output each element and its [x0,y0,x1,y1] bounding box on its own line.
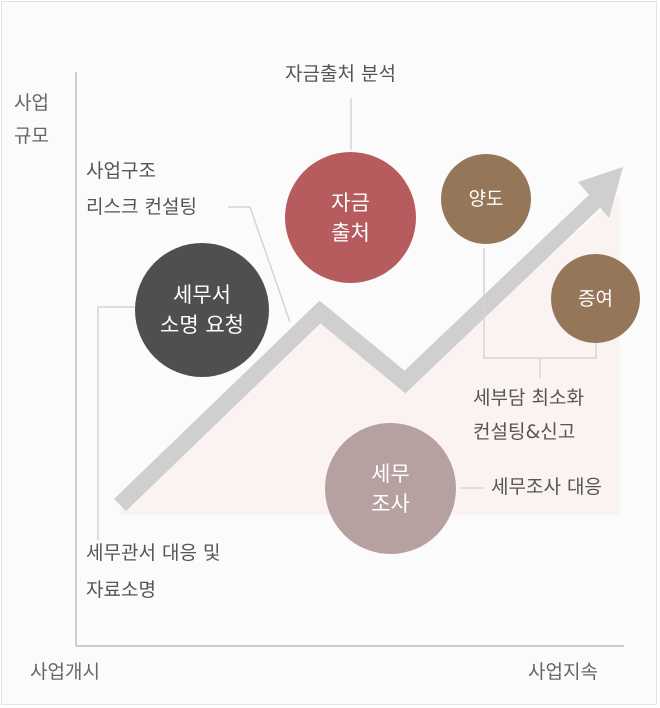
annotation-a2-line2: 리스크 컨설팅 [86,196,197,218]
node-transfer: 양도 [441,154,531,244]
growth-arrow-line [114,191,604,512]
annotation-a5: 세무조사 대응 [491,476,602,498]
annotation-a3: 자금출처 분석 [285,63,396,85]
y-axis-label-line1: 사업 [14,92,49,114]
node-tax-office-request-line1: 세무서 [173,283,231,307]
node-fund-source: 자금 출처 [285,152,416,283]
growth-arrow-head [578,167,623,218]
node-tax-audit-line2: 조사 [371,491,410,516]
node-fund-source-line2: 출처 [331,220,370,245]
node-tax-office-request: 세무서 소명 요청 [135,243,269,377]
connector-a2 [228,206,291,323]
x-axis-end-label: 사업지속 [528,661,598,683]
annotation-a1-line2: 자료소명 [86,579,156,601]
annotation-a4-line1: 세부담 최소화 [473,387,584,409]
annotation-a1-line1: 세무관서 대응 및 [86,542,221,564]
annotation-a2-line1: 사업구조 [86,160,156,182]
node-tax-audit-line1: 세무 [371,461,410,486]
node-fund-source-line1: 자금 [331,190,370,215]
annotation-a4-line2: 컨설팅&신고 [473,421,576,443]
connector-a1 [97,306,135,540]
node-gift: 증여 [551,254,640,343]
node-gift-label: 증여 [578,287,613,310]
y-axis-label-line2: 규모 [14,125,49,147]
node-tax-office-request-line2: 소명 요청 [160,313,244,337]
node-transfer-label: 양도 [468,188,504,210]
x-axis-start-label: 사업개시 [30,661,100,683]
node-tax-audit: 세무 조사 [325,423,456,554]
